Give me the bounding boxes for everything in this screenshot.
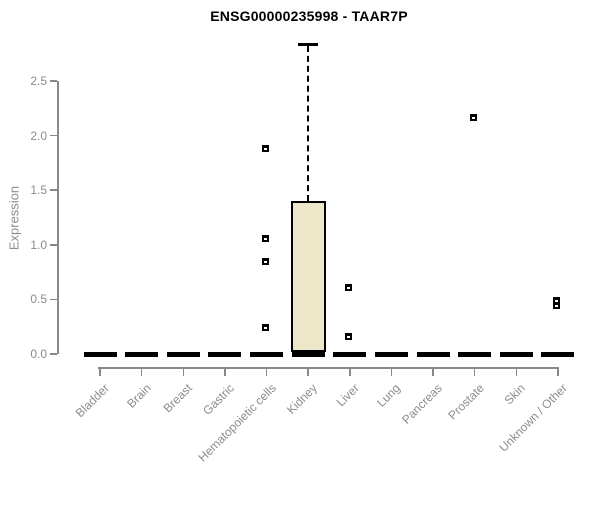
outlier-point-hole	[472, 116, 476, 119]
x-tick-mark	[432, 368, 434, 376]
x-tick-mark	[557, 368, 559, 376]
outlier-point	[262, 324, 270, 332]
median-zero-bar	[333, 352, 367, 357]
median-zero-bar	[374, 352, 408, 357]
y-tick-mark	[50, 134, 57, 137]
y-tick-mark	[50, 244, 57, 246]
x-tick-mark	[99, 368, 101, 376]
median-zero-bar	[499, 352, 533, 357]
outlier-point-hole	[555, 305, 559, 308]
y-tick-label: 0.5	[30, 292, 47, 307]
median-zero-bar	[166, 352, 200, 357]
outlier-point-hole	[347, 286, 351, 289]
outlier-point-hole	[347, 336, 351, 339]
y-axis-line	[57, 81, 59, 354]
outlier-point	[262, 145, 270, 153]
y-tick-label: 2.5	[30, 74, 47, 88]
outlier-point-hole	[264, 327, 268, 330]
median-zero-bar	[458, 352, 492, 357]
chart-title: ENSG00000235998 - TAAR7P	[210, 8, 408, 24]
x-tick-mark	[473, 368, 476, 376]
outlier-point	[553, 296, 561, 304]
y-tick-mark	[50, 298, 57, 301]
x-axis-line	[98, 367, 559, 369]
outlier-point	[262, 234, 270, 242]
x-tick-mark	[515, 368, 518, 376]
x-tick-mark	[349, 368, 351, 376]
whisker-line	[306, 45, 309, 202]
whisker-cap	[298, 42, 319, 46]
median-zero-bar	[416, 352, 450, 357]
x-tick-mark	[265, 368, 268, 376]
outlier-point	[262, 257, 270, 265]
x-tick-mark	[307, 368, 309, 376]
y-tick-label: 1.0	[30, 237, 47, 252]
outlier-point	[345, 283, 353, 291]
outlier-point-hole	[264, 237, 268, 240]
y-tick-label: 0.0	[30, 347, 47, 361]
x-tick-mark	[224, 368, 226, 376]
median-zero-bar	[291, 352, 325, 357]
y-tick-mark	[50, 353, 57, 355]
median-zero-bar	[208, 352, 242, 357]
outlier-point-hole	[264, 260, 268, 263]
y-tick-mark	[50, 80, 57, 82]
outlier-point	[345, 333, 353, 341]
median-zero-bar	[250, 352, 284, 357]
median-zero-bar	[541, 352, 575, 357]
x-tick-mark	[390, 368, 393, 376]
median-zero-bar	[125, 352, 159, 357]
x-tick-mark	[140, 368, 143, 376]
outlier-point	[553, 302, 561, 310]
outlier-point-hole	[264, 148, 268, 151]
median-zero-bar	[83, 352, 117, 357]
y-tick-label: 1.5	[30, 183, 47, 198]
y-tick-mark	[50, 189, 57, 191]
x-tick-mark	[182, 368, 185, 376]
y-tick-label: 2.0	[30, 128, 47, 143]
outlier-point-hole	[555, 299, 559, 302]
outlier-point	[470, 113, 478, 121]
boxplot-chart: ENSG00000235998 - TAAR7P Expression 0.0 0…	[7, 8, 575, 464]
box	[290, 201, 326, 352]
